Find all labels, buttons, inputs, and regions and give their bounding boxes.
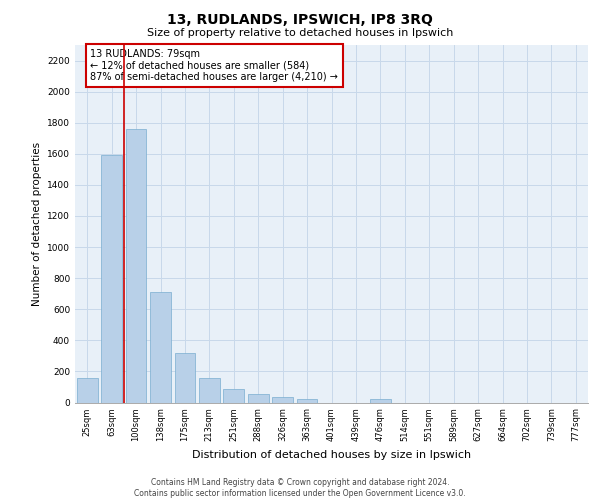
Bar bbox=[199, 378, 220, 402]
Text: Contains HM Land Registry data © Crown copyright and database right 2024.
Contai: Contains HM Land Registry data © Crown c… bbox=[134, 478, 466, 498]
Bar bbox=[223, 388, 244, 402]
Bar bbox=[77, 378, 98, 402]
Bar bbox=[125, 129, 146, 402]
X-axis label: Distribution of detached houses by size in Ipswich: Distribution of detached houses by size … bbox=[192, 450, 471, 460]
Bar bbox=[248, 394, 269, 402]
Bar bbox=[175, 353, 196, 403]
Bar bbox=[370, 400, 391, 402]
Text: 13 RUDLANDS: 79sqm
← 12% of detached houses are smaller (584)
87% of semi-detach: 13 RUDLANDS: 79sqm ← 12% of detached hou… bbox=[91, 48, 338, 82]
Y-axis label: Number of detached properties: Number of detached properties bbox=[32, 142, 41, 306]
Bar bbox=[296, 398, 317, 402]
Bar bbox=[101, 156, 122, 402]
Bar bbox=[272, 397, 293, 402]
Text: 13, RUDLANDS, IPSWICH, IP8 3RQ: 13, RUDLANDS, IPSWICH, IP8 3RQ bbox=[167, 12, 433, 26]
Bar bbox=[150, 292, 171, 403]
Text: Size of property relative to detached houses in Ipswich: Size of property relative to detached ho… bbox=[147, 28, 453, 38]
